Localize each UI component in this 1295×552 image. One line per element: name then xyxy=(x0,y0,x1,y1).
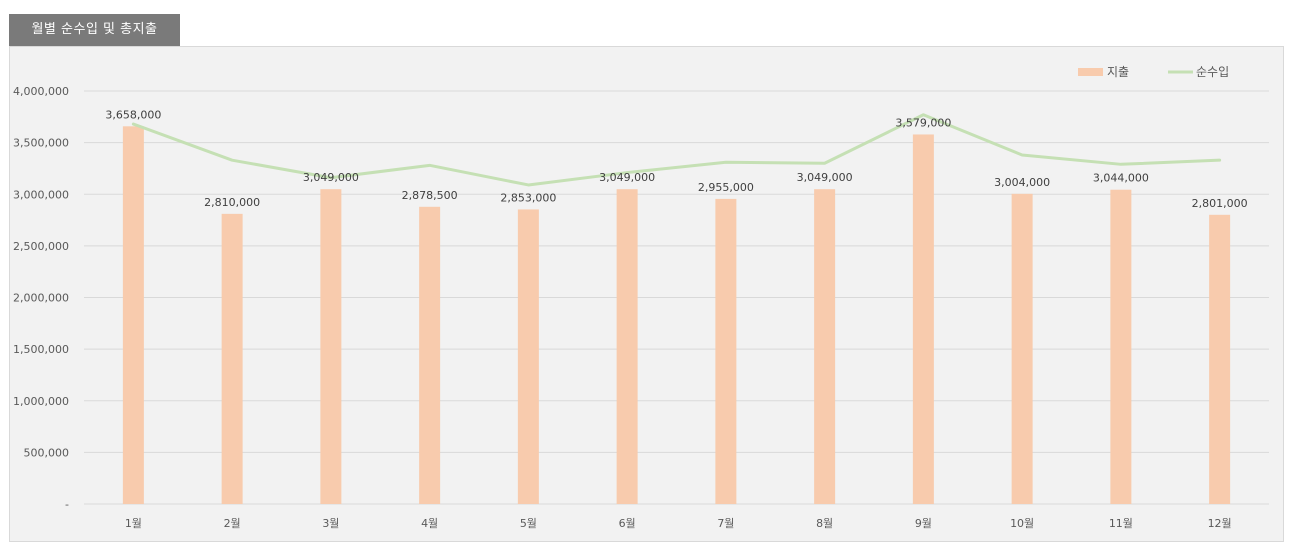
bar xyxy=(517,209,539,505)
bar-data-label: 3,049,000 xyxy=(303,171,359,184)
bar-data-label: 2,878,500 xyxy=(402,189,458,202)
chart-title-tab: 월별 순수입 및 총지출 xyxy=(9,14,180,46)
y-tick-label: 1,000,000 xyxy=(13,395,69,408)
y-tick-label: 1,500,000 xyxy=(13,343,69,356)
bar-data-label: 3,044,000 xyxy=(1093,172,1149,185)
y-tick-label: 2,500,000 xyxy=(13,240,69,253)
x-tick-label: 1월 xyxy=(125,517,142,530)
y-axis-ticks: - 500,000 1,000,000 1,500,000 2,000,000 2,500… xyxy=(13,85,69,511)
bar xyxy=(221,213,243,504)
bar-data-label: 2,810,000 xyxy=(204,196,260,209)
bar xyxy=(419,206,441,505)
bar-series xyxy=(122,126,1231,505)
bar xyxy=(122,126,144,505)
x-tick-label: 6월 xyxy=(619,517,636,530)
bar-data-label: 3,049,000 xyxy=(599,171,655,184)
x-tick-label: 8월 xyxy=(816,517,833,530)
x-tick-label: 5월 xyxy=(520,517,537,530)
legend-label-bar: 지출 xyxy=(1107,65,1129,79)
bar xyxy=(320,189,342,505)
x-tick-label: 10월 xyxy=(1010,517,1034,530)
bar-data-label: 2,801,000 xyxy=(1192,197,1248,210)
line-path xyxy=(131,113,1222,187)
x-tick-label: 2월 xyxy=(224,517,241,530)
bar-data-label: 3,049,000 xyxy=(797,171,853,184)
y-tick-label: 4,000,000 xyxy=(13,85,69,98)
bar xyxy=(1209,214,1231,504)
legend-swatch-bar xyxy=(1078,68,1103,76)
x-tick-label: 11월 xyxy=(1109,517,1133,530)
x-tick-label: 3월 xyxy=(322,517,339,530)
data-labels: 3,658,000 2,810,000 3,049,000 2,878,500 2,85… xyxy=(105,108,1247,209)
gridlines xyxy=(84,90,1269,505)
bar-data-label: 2,853,000 xyxy=(500,191,556,204)
bar-data-label: 2,955,000 xyxy=(698,181,754,194)
bar xyxy=(814,189,836,505)
bar xyxy=(715,198,737,505)
bar-data-label: 3,004,000 xyxy=(994,176,1050,189)
y-tick-label: - xyxy=(65,498,69,511)
legend-label-line: 순수입 xyxy=(1196,65,1229,79)
x-tick-label: 7월 xyxy=(717,517,734,530)
chart-panel xyxy=(9,46,1284,542)
x-axis-ticks: 1월 2월 3월 4월 5월 6월 7월 8월 9월 10월 11월 12월 xyxy=(125,517,1232,530)
chart-title: 월별 순수입 및 총지출 xyxy=(31,22,158,37)
bar-data-label: 3,658,000 xyxy=(105,108,161,121)
y-tick-label: 3,500,000 xyxy=(13,137,69,150)
legend: 지출 순수입 xyxy=(1078,65,1229,79)
y-tick-label: 3,000,000 xyxy=(13,188,69,201)
bar xyxy=(616,189,638,505)
y-tick-label: 2,000,000 xyxy=(13,292,69,305)
x-tick-label: 12월 xyxy=(1208,517,1232,530)
y-tick-label: 500,000 xyxy=(24,446,70,459)
bar xyxy=(1011,193,1033,504)
line-series xyxy=(131,113,1222,187)
x-tick-label: 4월 xyxy=(421,517,438,530)
bar-data-label: 3,579,000 xyxy=(895,116,951,129)
bar xyxy=(912,134,934,504)
x-tick-label: 9월 xyxy=(915,517,932,530)
bar xyxy=(1110,189,1132,504)
